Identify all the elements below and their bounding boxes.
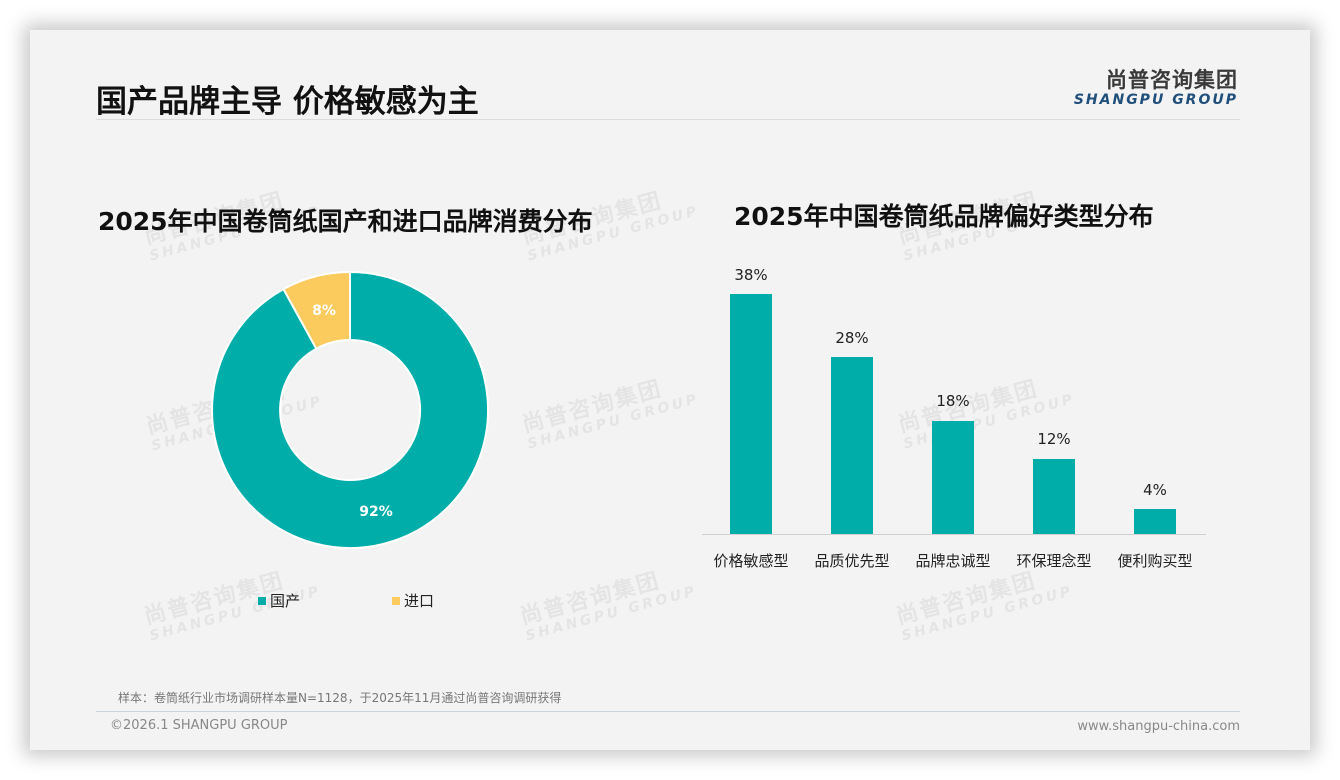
logo-chinese: 尚普咨询集团 xyxy=(1106,68,1238,92)
sample-note: 样本：卷筒纸行业市场调研样本量N=1128，于2025年11月通过尚普咨询调研获… xyxy=(118,691,562,705)
bar-value-label: 4% xyxy=(1143,481,1167,499)
donut-label-domestic: 92% xyxy=(359,504,393,520)
legend-item-import: 进口 xyxy=(392,590,434,611)
copyright-text: ©2026.1 SHANGPU GROUP xyxy=(110,718,288,733)
x-axis-label: 便利购买型 xyxy=(1117,552,1193,570)
legend-swatch-yellow xyxy=(392,596,400,605)
donut-label-import: 8% xyxy=(312,303,336,319)
donut-chart-title: 2025年中国卷筒纸国产和进口品牌消费分布 xyxy=(98,207,593,236)
x-axis-label: 环保理念型 xyxy=(1016,552,1092,570)
x-axis-label: 价格敏感型 xyxy=(713,552,789,570)
x-axis-label: 品牌忠诚型 xyxy=(915,552,991,570)
page-title: 国产品牌主导 价格敏感为主 xyxy=(96,84,479,120)
bar-quality-first xyxy=(831,357,873,534)
x-axis-line xyxy=(702,534,1206,535)
title-divider xyxy=(96,119,1240,120)
x-axis-label: 品质优先型 xyxy=(814,552,890,570)
legend-swatch-teal xyxy=(258,596,266,605)
bar-value-label: 28% xyxy=(835,329,869,347)
bar-value-label: 38% xyxy=(734,266,768,284)
slide: 尚普咨询集团 SHANGPU GROUP 尚普咨询集团 SHANGPU GROUP … xyxy=(30,30,1310,750)
legend-label: 国产 xyxy=(270,592,301,610)
donut-chart: 8% 92% xyxy=(211,270,490,549)
bar-brand-loyal xyxy=(932,421,974,534)
legend-label: 进口 xyxy=(404,592,435,610)
bar-chart-title: 2025年中国卷筒纸品牌偏好类型分布 xyxy=(734,202,1154,231)
website-link[interactable]: www.shangpu-china.com xyxy=(1077,719,1240,734)
logo-english: SHANGPU GROUP xyxy=(1073,92,1238,108)
bar-value-label: 12% xyxy=(1037,430,1071,448)
footer-divider xyxy=(96,711,1240,712)
donut-slice-import xyxy=(282,270,351,351)
donut-slice-domestic xyxy=(211,270,490,549)
company-logo: 尚普咨询集团 SHANGPU GROUP xyxy=(1074,64,1238,108)
bar-convenience xyxy=(1134,509,1176,534)
bar-value-label: 18% xyxy=(936,392,970,410)
bar-eco-minded xyxy=(1033,459,1075,534)
bar-price-sensitive xyxy=(730,294,772,534)
legend-item-domestic: 国产 xyxy=(258,590,300,611)
